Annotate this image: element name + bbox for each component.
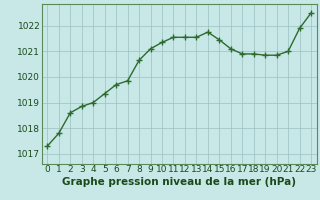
X-axis label: Graphe pression niveau de la mer (hPa): Graphe pression niveau de la mer (hPa) bbox=[62, 177, 296, 187]
